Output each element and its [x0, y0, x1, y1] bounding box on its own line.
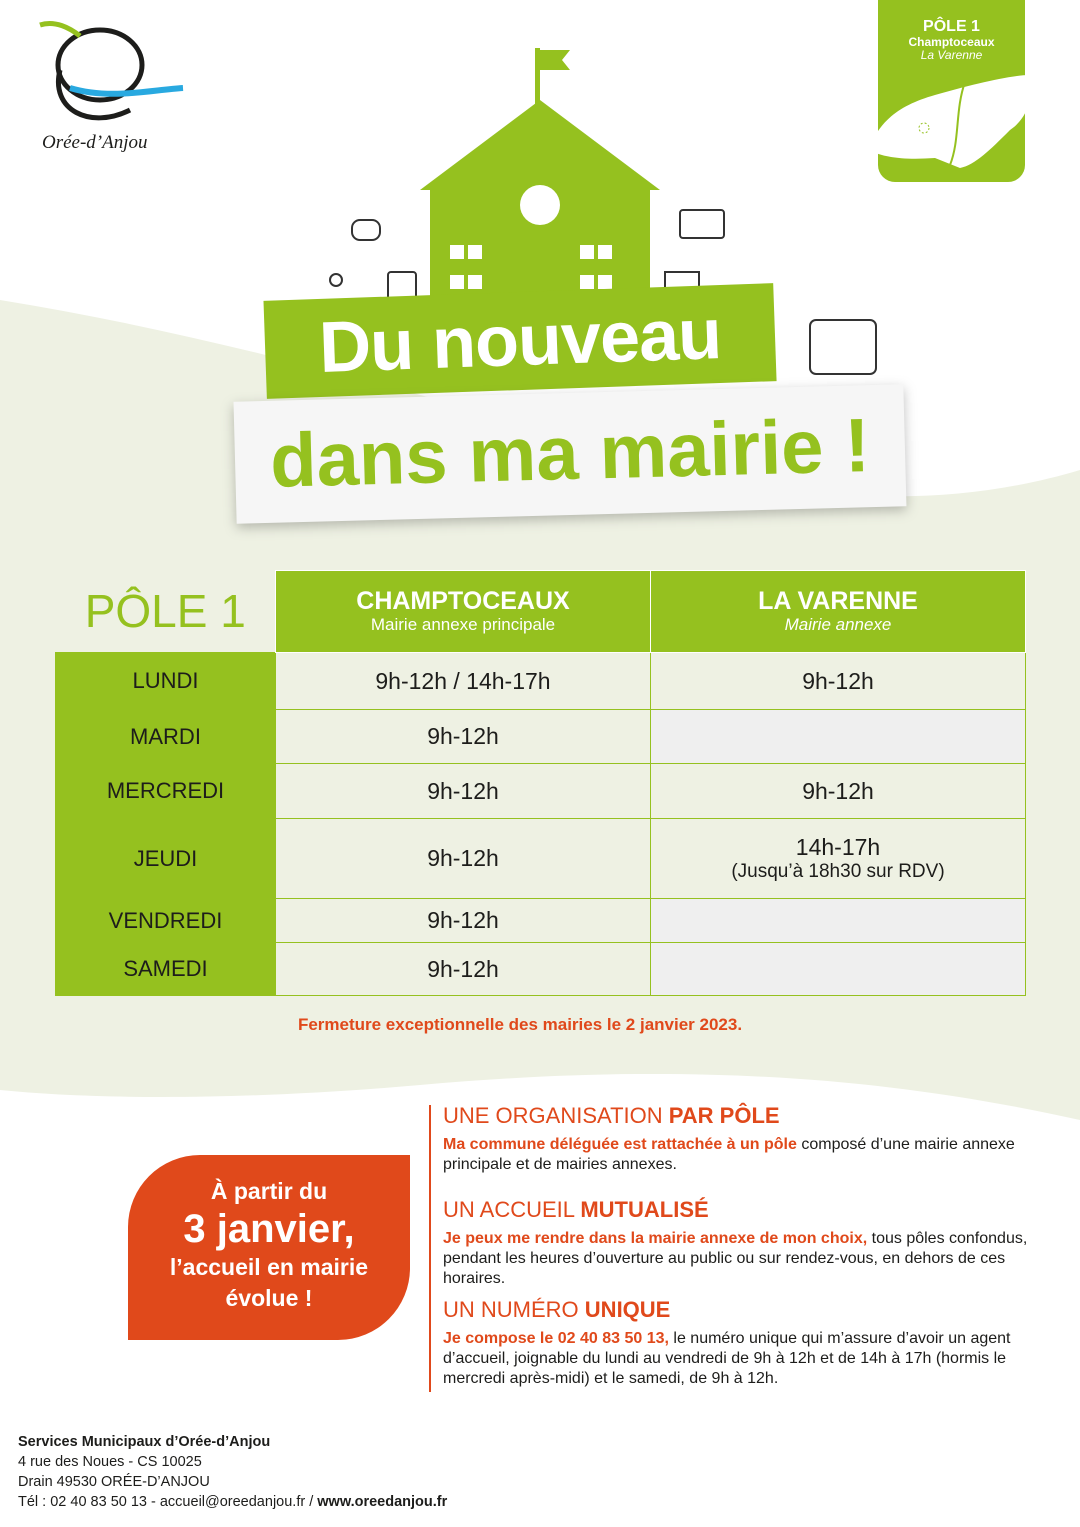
table-row: MARDI 9h-12h	[55, 709, 1026, 764]
footer-website[interactable]: www.oreedanjou.fr	[317, 1494, 448, 1510]
headline-line2: dans ma mairie !	[269, 403, 871, 504]
logo-name: Orée-d’Anjou	[42, 132, 148, 153]
hours-text: 9h-12h	[427, 777, 499, 804]
callout-line: l’accueil en mairie	[169, 1254, 369, 1280]
footer-address: 4 rue des Noues - CS 10025	[18, 1454, 202, 1470]
day-cell: SAMEDI	[55, 942, 276, 996]
info-section: UN NUMÉRO UNIQUE Je compose le 02 40 83 5…	[443, 1297, 1033, 1389]
section-text: Ma commune déléguée est rattachée à un p…	[443, 1135, 1033, 1175]
section-body: composé d’une mairie annexe principale e…	[443, 1136, 1015, 1173]
badge-line: Champtoceaux	[908, 34, 995, 49]
footer-org: Services Municipaux d’Orée-d’Anjou	[18, 1434, 271, 1450]
table-row: LUNDI 9h-12h / 14h-17h 9h-12h	[55, 652, 1026, 710]
table-row: SAMEDI 9h-12h	[55, 942, 1026, 996]
footer-contact: Tél : 02 40 83 50 13 - accueil@oreedanjo…	[18, 1494, 306, 1510]
column-header: LA VARENNE Mairie annexe	[650, 570, 1026, 653]
section-title-bold: MUTUALISÉ	[580, 1197, 709, 1222]
hours-text: 9h-12h	[427, 723, 499, 749]
section-title: UN ACCUEIL MUTUALISÉ	[443, 1197, 1033, 1223]
hours-cell: 9h-12h	[275, 818, 651, 899]
section-title-text: UNE ORGANISATION	[443, 1103, 663, 1128]
hours-text: 9h-12h	[802, 667, 874, 694]
section-text: Je peux me rendre dans la mairie annexe …	[443, 1229, 1033, 1289]
section-title-text: UN NUMÉRO	[443, 1297, 579, 1322]
hours-text: 14h-17h	[795, 834, 881, 860]
section-text: Je compose le 02 40 83 50 13, le numéro …	[443, 1329, 1033, 1389]
footer-contact-line: Tél : 02 40 83 50 13 - accueil@oreedanjo…	[18, 1492, 447, 1512]
column-name: LA VARENNE	[758, 587, 918, 616]
hours-cell: 14h-17h (Jusqu’à 18h30 sur RDV)	[650, 818, 1026, 899]
badge-line: La Varenne	[920, 47, 983, 62]
hours-cell	[650, 898, 1026, 943]
day-cell: JEUDI	[55, 818, 276, 899]
section-title-text: UN ACCUEIL	[443, 1197, 575, 1222]
column-header: CHAMPTOCEAUX Mairie annexe principale	[275, 570, 651, 653]
info-section: UN ACCUEIL MUTUALISÉ Je peux me rendre da…	[443, 1197, 1033, 1289]
callout-line: À partir du	[210, 1178, 328, 1204]
callout: À partir du 3 janvier, l’accueil en mair…	[128, 1178, 410, 1312]
day-cell: LUNDI	[55, 652, 276, 710]
callout-line: 3 janvier,	[183, 1207, 355, 1251]
hours-cell: 9h-12h	[275, 942, 651, 996]
hours-text: 9h-12h	[427, 845, 499, 871]
hours-cell	[650, 942, 1026, 996]
section-lead: Ma commune déléguée est rattachée à un p…	[443, 1136, 797, 1153]
hours-cell: 9h-12h	[275, 709, 651, 764]
day-cell: MERCREDI	[55, 763, 276, 819]
day-cell: VENDREDI	[55, 898, 276, 943]
section-title-bold: UNIQUE	[584, 1297, 671, 1322]
column-subtitle: Mairie annexe	[784, 614, 892, 634]
badge-title: PÔLE 1	[923, 18, 980, 35]
hours-cell: 9h-12h	[650, 652, 1026, 710]
hours-cell: 9h-12h	[650, 763, 1026, 819]
hours-text: 9h-12h	[427, 907, 499, 933]
hours-text: 9h-12h / 14h-17h	[375, 667, 551, 694]
section-lead: Je peux me rendre dans la mairie annexe …	[443, 1230, 868, 1247]
day-cell: MARDI	[55, 709, 276, 764]
column-subtitle: Mairie annexe principale	[370, 614, 556, 634]
pole-label: PÔLE 1	[84, 585, 246, 638]
callout-line: évolue !	[225, 1285, 313, 1311]
hours-cell: 9h-12h / 14h-17h	[275, 652, 651, 710]
footer: Services Municipaux d’Orée-d’Anjou 4 rue…	[18, 1432, 447, 1512]
section-title: UN NUMÉRO UNIQUE	[443, 1297, 1033, 1323]
hours-table: PÔLE 1 CHAMPTOCEAUX Mairie annexe princip…	[55, 570, 1026, 996]
section-body: le numéro unique qui m’assure d’avoir un…	[443, 1330, 1011, 1387]
footer-separator: /	[309, 1494, 314, 1510]
section-title-bold: PAR PÔLE	[668, 1103, 780, 1128]
hours-note: (Jusqu’à 18h30 sur RDV)	[731, 861, 945, 882]
table-row: JEUDI 9h-12h 14h-17h (Jusqu’à 18h30 sur RDV…	[55, 818, 1026, 899]
table-row: VENDREDI 9h-12h	[55, 898, 1026, 943]
table-row: MERCREDI 9h-12h 9h-12h	[55, 763, 1026, 819]
footer-address: Drain 49530 ORÉE-D’ANJOU	[18, 1474, 210, 1490]
section-title: UNE ORGANISATION PAR PÔLE	[443, 1103, 1033, 1129]
badge: PÔLE 1 Champtoceaux La Varenne	[878, 18, 1025, 62]
section-body: tous pôles confondus, pendant les heures…	[443, 1230, 1028, 1287]
column-name: CHAMPTOCEAUX	[356, 587, 570, 616]
info-section: UNE ORGANISATION PAR PÔLE Ma commune délé…	[443, 1103, 1033, 1175]
hours-cell: 9h-12h	[275, 763, 651, 819]
hours-text: 9h-12h	[427, 955, 499, 982]
hours-cell: 9h-12h	[275, 898, 651, 943]
hours-text: 9h-12h	[802, 777, 874, 804]
section-lead: Je compose le 02 40 83 50 13,	[443, 1330, 669, 1347]
closure-note: Fermeture exceptionnelle des mairies le …	[297, 1015, 743, 1034]
hours-cell	[650, 709, 1026, 764]
